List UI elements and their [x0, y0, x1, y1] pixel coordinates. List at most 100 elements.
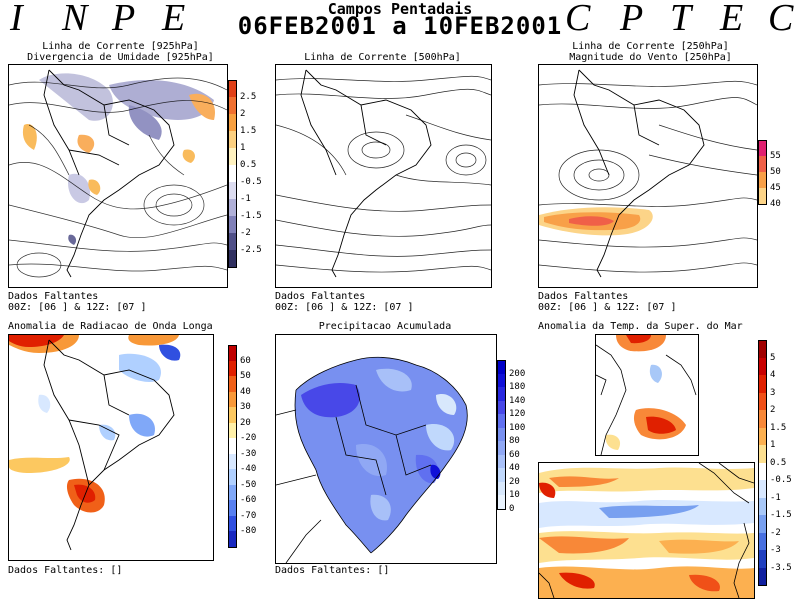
inpe-letter: E: [162, 0, 186, 39]
colorbar-swatch: [497, 387, 506, 401]
panel2-title: Linha de Corrente [500hPa]: [304, 52, 461, 63]
colorbar-swatch: [758, 410, 767, 428]
colorbar-label: 2.5: [240, 92, 257, 102]
colorbar-swatch: [228, 360, 237, 376]
colorbar-swatch: [758, 156, 767, 172]
colorbar-swatch: [228, 148, 237, 165]
colorbar-label: -3: [770, 545, 781, 555]
colorbar-swatch: [758, 375, 767, 393]
colorbar-label: 5: [770, 352, 776, 363]
colorbar-label: 20: [509, 476, 520, 487]
colorbar-label: -1: [770, 492, 781, 503]
colorbar-label: 1: [770, 440, 776, 450]
colorbar-swatch: [228, 376, 237, 392]
colorbar-label: -2.5: [240, 245, 262, 255]
colorbar-label: -20: [240, 433, 257, 443]
colorbar-swatch: [758, 532, 767, 550]
colorbar-label: -1.5: [240, 211, 262, 221]
panel2-missing-values: 00Z: [06 ] & 12Z: [07 ]: [275, 302, 414, 313]
colorbar-swatch: [228, 80, 237, 98]
colorbar-label: 10: [509, 490, 520, 500]
colorbar-label: 40: [240, 386, 251, 397]
colorbar-swatch: [228, 484, 237, 500]
panel3-missing-label: Dados Faltantes: [538, 291, 629, 302]
cptec-letter: C: [565, 0, 591, 39]
colorbar-swatch: [228, 422, 237, 438]
colorbar-swatch: [228, 97, 237, 114]
colorbar-swatch: [758, 172, 767, 188]
colorbar-label: 40: [770, 199, 781, 209]
colorbar-label: 45: [770, 183, 781, 193]
period-label: 06FEB2001 a 10FEB2001: [237, 12, 563, 40]
colorbar-label: -40: [240, 464, 257, 474]
colorbar-label: 50: [240, 371, 251, 381]
colorbar-swatch: [497, 495, 506, 510]
cptec-letter: T: [670, 0, 692, 39]
colorbar-swatch: [497, 427, 506, 441]
page-title: Campos Pentadais: [327, 0, 473, 18]
colorbar-label: -2: [240, 228, 251, 238]
colorbar-label: 30: [240, 402, 251, 412]
colorbar-label: 2: [240, 109, 246, 119]
inpe-letter: I: [10, 0, 23, 39]
panel5-missing-label: Dados Faltantes: []: [275, 565, 390, 576]
colorbar-swatch: [228, 515, 237, 531]
precipitation-map: [275, 334, 497, 564]
colorbar-swatch: [228, 391, 237, 407]
colorbar-label: 50: [770, 167, 781, 177]
streamline-500-map: [275, 64, 492, 288]
cptec-letter: P: [620, 0, 644, 39]
colorbar-label: -50: [240, 479, 257, 490]
panel1-missing-label: Dados Faltantes: [8, 291, 99, 302]
colorbar-swatch: [228, 407, 237, 423]
colorbar-label: 200: [509, 368, 526, 379]
colorbar-swatch: [228, 182, 237, 199]
colorbar-label: 0.5: [770, 457, 787, 468]
colorbar-swatch: [228, 199, 237, 216]
colorbar-swatch: [497, 360, 506, 375]
colorbar-label: -0.5: [770, 475, 792, 485]
colorbar-label: -60: [240, 495, 257, 505]
inpe-letter: P: [112, 0, 136, 39]
colorbar-swatch: [758, 567, 767, 586]
colorbar-swatch: [228, 165, 237, 182]
colorbar-label: -0.5: [240, 177, 262, 187]
panel4-title: Anomalia de Radiacao de Onda Longa: [8, 321, 213, 332]
colorbar-swatch: [228, 250, 237, 268]
panel3-title: Linha de Corrente [250hPa]: [572, 41, 729, 52]
colorbar-label: 60: [240, 355, 251, 366]
streamline-250-map: [538, 64, 758, 288]
colorbar-label: 100: [509, 422, 526, 433]
colorbar-swatch: [497, 400, 506, 414]
colorbar-swatch: [497, 468, 506, 482]
panel1-missing-values: 00Z: [06 ] & 12Z: [07 ]: [8, 302, 147, 313]
colorbar-swatch: [758, 340, 767, 359]
colorbar-swatch: [228, 114, 237, 131]
colorbar-swatch: [497, 441, 506, 455]
colorbar-swatch: [758, 515, 767, 533]
colorbar-label: 55: [770, 151, 781, 161]
panel4-missing-label: Dados Faltantes: []: [8, 565, 123, 576]
panel5-title: Precipitacao Acumulada: [318, 321, 452, 332]
streamline-925-map: [8, 64, 228, 288]
panel1-subtitle: Divergencia de Umidade [925hPa]: [27, 52, 214, 63]
colorbar-swatch: [758, 445, 767, 463]
colorbar-label: 0.5: [240, 160, 257, 170]
colorbar-swatch: [758, 550, 767, 568]
colorbar-label: -80: [240, 526, 257, 536]
colorbar-label: -2: [770, 527, 781, 538]
colorbar-label: 0: [509, 503, 515, 514]
panel1-title: Linha de Corrente [925hPa]: [42, 41, 199, 52]
colorbar-swatch: [758, 427, 767, 445]
colorbar-swatch: [228, 131, 237, 148]
colorbar-swatch: [758, 392, 767, 410]
colorbar-label: 1: [240, 143, 246, 153]
panel6-title: Anomalia da Temp. da Super. do Mar: [538, 321, 743, 332]
colorbar-label: 80: [509, 436, 520, 446]
colorbar-swatch: [228, 500, 237, 516]
colorbar-label: 120: [509, 409, 526, 419]
olr-anomaly-map: [8, 334, 214, 561]
colorbar-swatch: [228, 216, 237, 233]
colorbar-label: 20: [240, 417, 251, 428]
colorbar-label: -1.5: [770, 510, 792, 520]
